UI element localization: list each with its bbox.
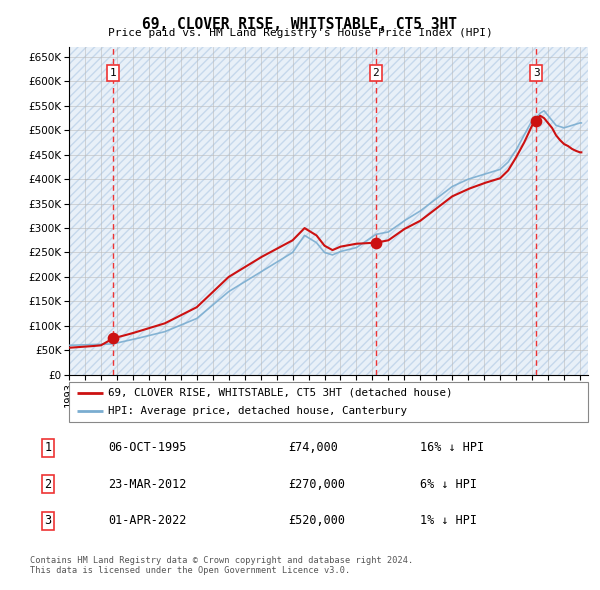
- Text: 1: 1: [110, 68, 116, 78]
- Text: 01-APR-2022: 01-APR-2022: [108, 514, 187, 527]
- Text: 3: 3: [533, 68, 539, 78]
- Point: [108, 334, 118, 343]
- Text: 69, CLOVER RISE, WHITSTABLE, CT5 3HT: 69, CLOVER RISE, WHITSTABLE, CT5 3HT: [143, 17, 458, 31]
- Text: 16% ↓ HPI: 16% ↓ HPI: [420, 441, 484, 454]
- Text: £74,000: £74,000: [288, 441, 338, 454]
- Text: 3: 3: [44, 514, 52, 527]
- Text: Price paid vs. HM Land Registry's House Price Index (HPI): Price paid vs. HM Land Registry's House …: [107, 28, 493, 38]
- Text: 06-OCT-1995: 06-OCT-1995: [108, 441, 187, 454]
- Text: 2: 2: [373, 68, 379, 78]
- Text: 23-MAR-2012: 23-MAR-2012: [108, 478, 187, 491]
- Text: 1: 1: [44, 441, 52, 454]
- Text: 69, CLOVER RISE, WHITSTABLE, CT5 3HT (detached house): 69, CLOVER RISE, WHITSTABLE, CT5 3HT (de…: [108, 388, 452, 398]
- Text: HPI: Average price, detached house, Canterbury: HPI: Average price, detached house, Cant…: [108, 406, 407, 416]
- FancyBboxPatch shape: [69, 382, 588, 422]
- Text: £520,000: £520,000: [288, 514, 345, 527]
- Text: 1% ↓ HPI: 1% ↓ HPI: [420, 514, 477, 527]
- Text: £270,000: £270,000: [288, 478, 345, 491]
- Point: [371, 238, 381, 247]
- Text: 6% ↓ HPI: 6% ↓ HPI: [420, 478, 477, 491]
- Text: 2: 2: [44, 478, 52, 491]
- Text: Contains HM Land Registry data © Crown copyright and database right 2024.
This d: Contains HM Land Registry data © Crown c…: [30, 556, 413, 575]
- Point: [531, 116, 541, 125]
